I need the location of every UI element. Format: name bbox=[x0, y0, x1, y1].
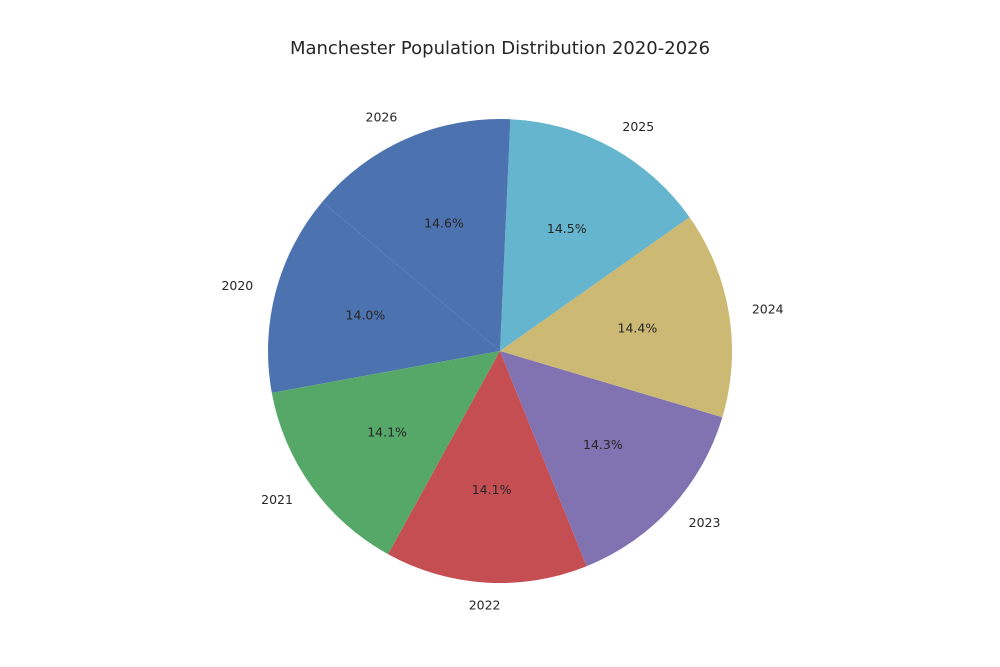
pie-slice-2025 bbox=[500, 119, 690, 351]
slice-percent-label: 14.3% bbox=[583, 437, 623, 452]
slice-percent-label: 14.1% bbox=[367, 424, 407, 439]
slice-category-label: 2024 bbox=[752, 302, 784, 317]
pie-slice-2024 bbox=[500, 217, 732, 418]
slice-category-label: 2022 bbox=[469, 598, 501, 613]
pie-slice-2026 bbox=[322, 119, 511, 351]
pie-slices bbox=[268, 119, 732, 583]
pie-slice-2021 bbox=[271, 351, 500, 555]
pie-slice-2022 bbox=[388, 351, 587, 583]
slice-category-label: 2025 bbox=[622, 119, 654, 134]
pie-labels: 14.0% 2020 14.1% 2021 14.1% 2022 14.3% 2023 14.4… bbox=[221, 109, 783, 612]
pie-slice-2023 bbox=[500, 351, 723, 567]
slice-percent-label: 14.1% bbox=[472, 482, 512, 497]
slice-percent-label: 14.0% bbox=[346, 307, 386, 322]
slice-category-label: 2021 bbox=[261, 492, 293, 507]
slice-percent-label: 14.6% bbox=[424, 216, 464, 231]
slice-category-label: 2026 bbox=[366, 109, 398, 124]
chart-title: Manchester Population Distribution 2020-… bbox=[290, 38, 710, 59]
slice-category-label: 2020 bbox=[221, 278, 253, 293]
slice-percent-label: 14.5% bbox=[547, 221, 587, 236]
slice-category-label: 2023 bbox=[689, 515, 721, 530]
slice-percent-label: 14.4% bbox=[618, 320, 658, 335]
pie-slice-2020 bbox=[268, 201, 500, 393]
